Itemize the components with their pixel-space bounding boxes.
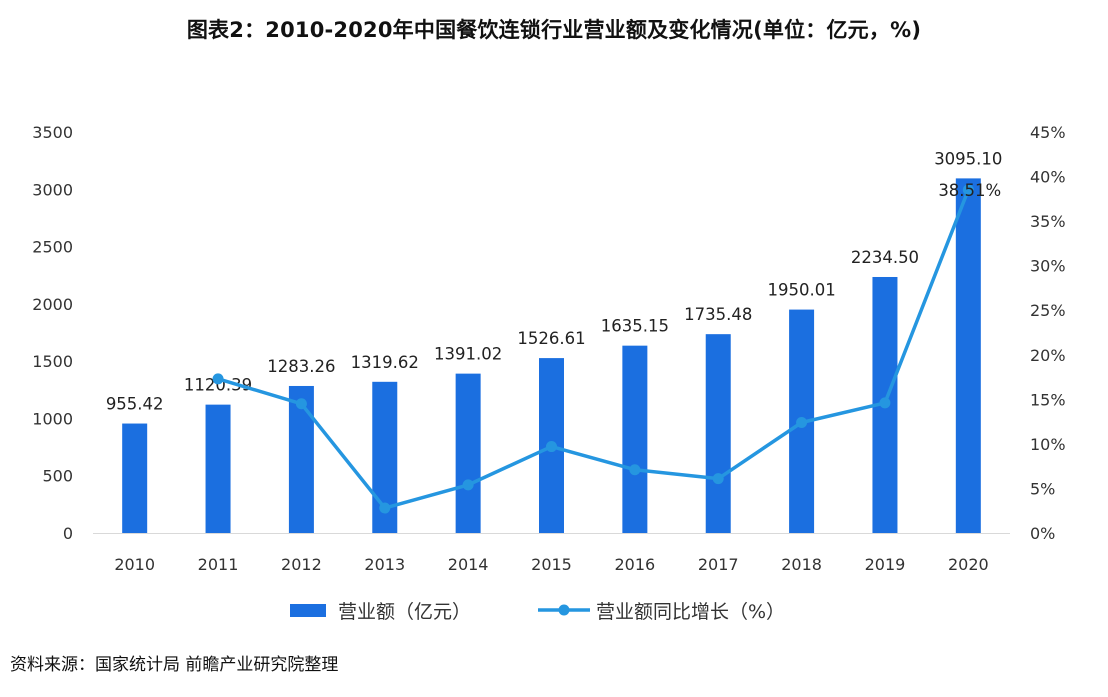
right-axis-tick-label: 40% bbox=[1030, 168, 1066, 187]
bar-value-label: 1526.61 bbox=[517, 329, 585, 348]
bar-2011 bbox=[205, 404, 231, 533]
bar-value-label: 1635.15 bbox=[601, 317, 669, 336]
bar-2020 bbox=[955, 178, 981, 534]
x-axis-tick-label: 2011 bbox=[198, 555, 239, 574]
legend-line-marker bbox=[558, 604, 570, 616]
legend-bar-label: 营业额（亿元） bbox=[338, 601, 471, 623]
growth-point-2015 bbox=[546, 441, 557, 453]
legend: 营业额（亿元） 营业额同比增长（%） bbox=[290, 601, 785, 623]
growth-line bbox=[217, 189, 970, 510]
left-axis-tick-label: 2500 bbox=[32, 238, 73, 257]
left-axis-tick-label: 3500 bbox=[32, 123, 73, 142]
right-axis-tick-label: 0% bbox=[1030, 524, 1055, 543]
right-axis-tick-label: 45% bbox=[1030, 123, 1066, 142]
growth-point-2018 bbox=[796, 417, 808, 429]
left-axis-tick-label: 1000 bbox=[32, 409, 73, 428]
right-axis-ticks: 0% 5% 10% 15% 20% 25% 30% 35% 40% 45% bbox=[1030, 123, 1066, 543]
bar-value-label: 3095.10 bbox=[934, 149, 1002, 168]
growth-point-2016 bbox=[629, 464, 641, 476]
bar-2010 bbox=[122, 423, 148, 533]
chart-title: 图表2：2010-2020年中国餐饮连锁行业营业额及变化情况(单位：亿元，%) bbox=[186, 18, 922, 42]
bar-2014 bbox=[455, 373, 481, 533]
growth-point-2020 bbox=[962, 184, 974, 196]
growth-point-2012 bbox=[295, 398, 307, 410]
x-axis-tick-label: 2010 bbox=[114, 555, 155, 574]
left-axis-tick-label: 3000 bbox=[32, 180, 73, 199]
x-axis-tick-label: 2012 bbox=[281, 555, 322, 574]
x-axis-tick-label: 2020 bbox=[948, 555, 989, 574]
x-axis-tick-label: 2013 bbox=[364, 555, 405, 574]
x-axis-tick-label: 2019 bbox=[865, 555, 906, 574]
growth-point-2019 bbox=[879, 397, 891, 409]
bar-value-label: 1120.39 bbox=[184, 376, 252, 395]
growth-point-2013 bbox=[379, 502, 391, 514]
right-axis-tick-label: 20% bbox=[1030, 346, 1066, 365]
bars-group bbox=[122, 178, 981, 534]
bar-value-label: 1735.48 bbox=[684, 305, 752, 324]
right-axis-tick-label: 10% bbox=[1030, 435, 1066, 454]
legend-line-label: 营业额同比增长（%） bbox=[596, 601, 785, 623]
x-axis-tick-label: 2014 bbox=[448, 555, 489, 574]
bar-2017 bbox=[705, 334, 731, 533]
right-axis-tick-label: 5% bbox=[1030, 479, 1055, 498]
right-axis-tick-label: 15% bbox=[1030, 390, 1066, 409]
left-axis-tick-label: 2000 bbox=[32, 295, 73, 314]
growth-value-label: 38.51% bbox=[938, 181, 1001, 200]
bar-labels-group: 955.42 1120.39 1283.26 1319.62 1391.02 1526.6… bbox=[106, 149, 1003, 413]
right-axis-tick-label: 25% bbox=[1030, 301, 1066, 320]
bar-2012 bbox=[288, 385, 314, 533]
x-axis-tick-label: 2015 bbox=[531, 555, 572, 574]
left-axis-tick-label: 0 bbox=[63, 524, 73, 543]
legend-bar-swatch bbox=[290, 604, 326, 617]
bar-value-label: 1391.02 bbox=[434, 345, 502, 364]
left-axis-tick-label: 1500 bbox=[32, 352, 73, 371]
growth-point-2017 bbox=[712, 473, 724, 485]
right-axis-tick-label: 30% bbox=[1030, 257, 1066, 276]
x-axis-ticks: 2010 2011 2012 2013 2014 2015 2016 2017 2018 2019… bbox=[114, 555, 988, 574]
bar-value-label: 1950.01 bbox=[767, 281, 835, 300]
bar-value-label: 1319.62 bbox=[351, 353, 419, 372]
growth-point-2011 bbox=[212, 373, 224, 385]
growth-point-2014 bbox=[462, 479, 474, 491]
bar-2016 bbox=[622, 345, 648, 533]
bar-value-label: 1283.26 bbox=[267, 357, 335, 376]
bar-value-label: 2234.50 bbox=[851, 248, 919, 267]
x-axis-tick-label: 2016 bbox=[615, 555, 656, 574]
right-axis-tick-label: 35% bbox=[1030, 212, 1066, 231]
bar-value-label: 955.42 bbox=[106, 395, 164, 414]
growth-line-group: 38.51% bbox=[212, 181, 1001, 514]
x-axis-tick-label: 2018 bbox=[781, 555, 822, 574]
source-note: 资料来源：国家统计局 前瞻产业研究院整理 bbox=[10, 655, 339, 675]
x-axis-tick-label: 2017 bbox=[698, 555, 739, 574]
left-axis-tick-label: 500 bbox=[42, 467, 73, 486]
left-axis-ticks: 0 500 1000 1500 2000 2500 3000 3500 bbox=[32, 123, 73, 543]
